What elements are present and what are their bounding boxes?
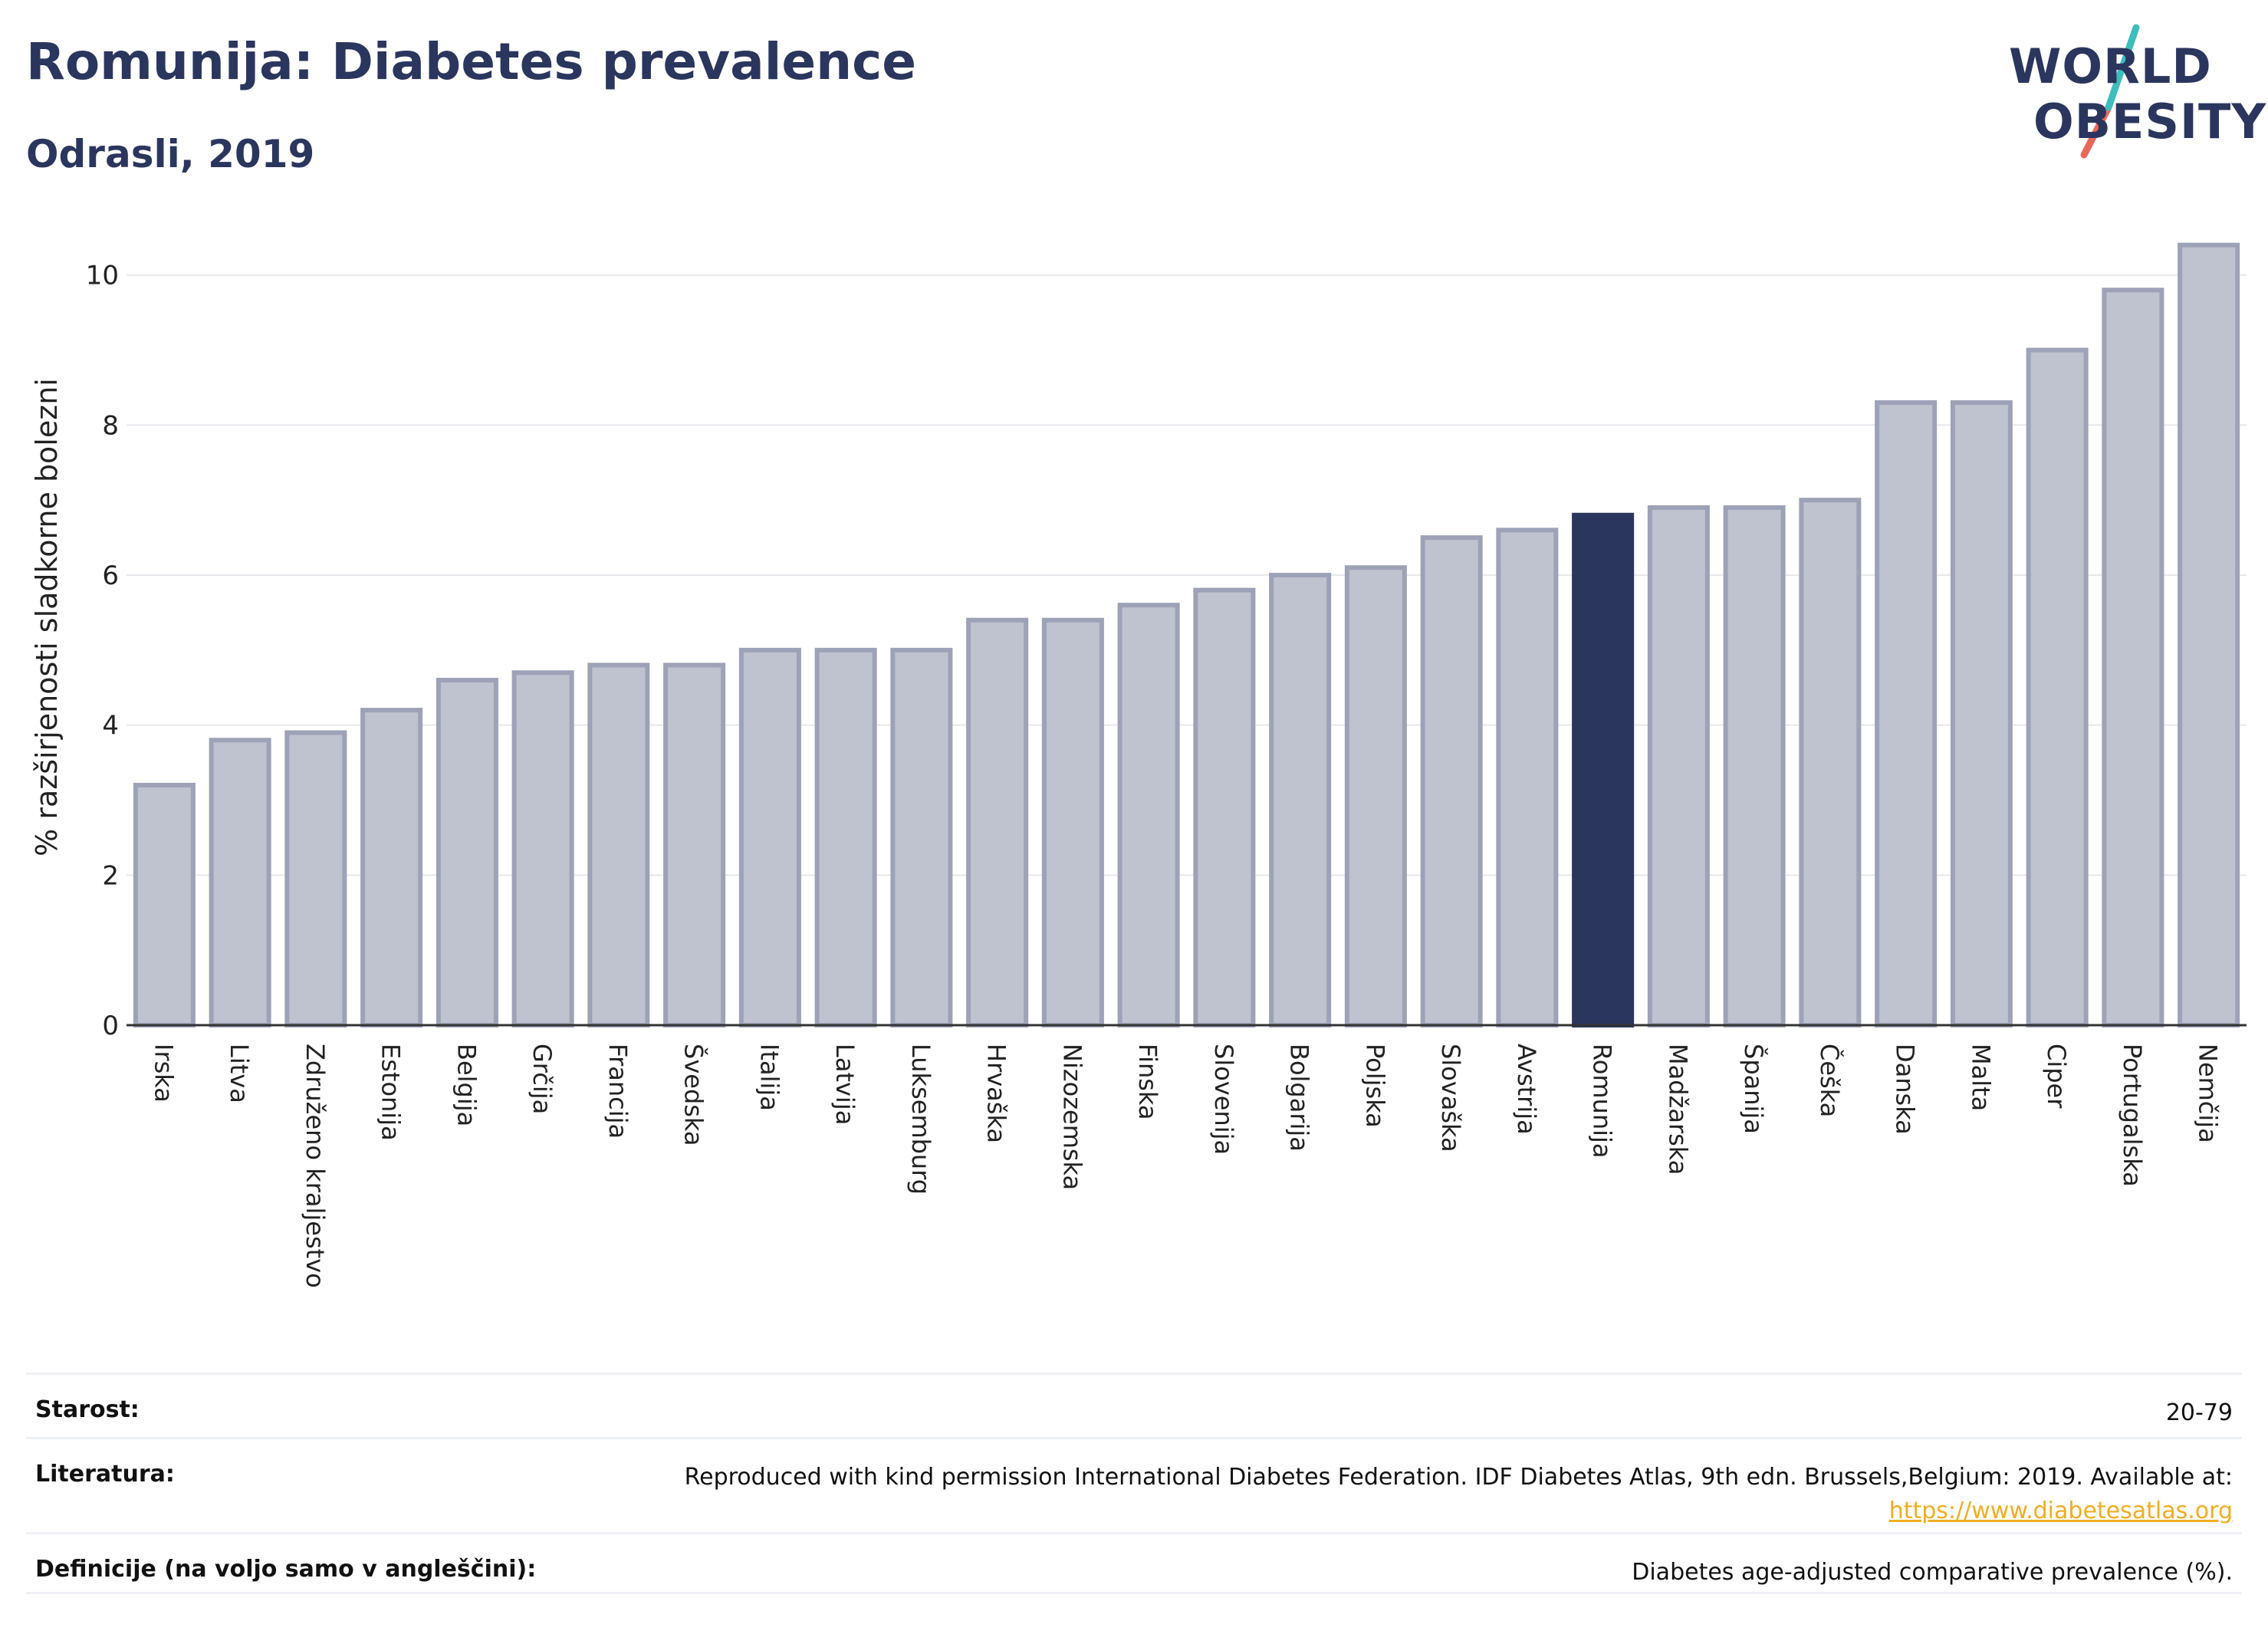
x-category-label: Madžarska — [1663, 1044, 1692, 1175]
y-tick-label: 8 — [102, 410, 119, 441]
x-category-label: Litva — [225, 1044, 254, 1103]
bar-avstrija[interactable] — [1496, 528, 1559, 1027]
bar-danska[interactable] — [1875, 400, 1938, 1027]
reference-value: Reproduced with kind permission Internat… — [685, 1461, 2233, 1528]
x-category-label: Španija — [1739, 1044, 1769, 1134]
bar-nemčija[interactable] — [2178, 242, 2240, 1027]
x-category-label: Belgija — [452, 1044, 481, 1126]
x-category-label: Nizozemska — [1057, 1044, 1086, 1190]
y-tick-labels: 0 2 4 6 8 10 — [86, 261, 119, 1041]
bar-luksemburg[interactable] — [890, 647, 953, 1027]
world-obesity-logo: WORLD OBESITY — [1994, 23, 2266, 161]
bar-nizozemska[interactable] — [1041, 617, 1104, 1027]
x-category-label: Romunija — [1588, 1044, 1617, 1159]
info-row-age: Starost: 20-79 — [26, 1373, 2242, 1439]
bar-češka[interactable] — [1799, 498, 1862, 1027]
y-tick-label: 4 — [102, 711, 119, 741]
x-category-label: Finska — [1133, 1044, 1162, 1120]
info-divider — [26, 1592, 2242, 1594]
y-tick-label: 2 — [102, 860, 119, 891]
bar-litva[interactable] — [209, 738, 271, 1028]
bar-malta[interactable] — [1950, 400, 2013, 1027]
x-category-label: Združeno kraljestvo — [301, 1044, 330, 1288]
bars — [133, 242, 2240, 1028]
x-category-label: Poljska — [1360, 1044, 1389, 1128]
bar-slovaška[interactable] — [1420, 535, 1483, 1027]
bar-chart: 0 2 4 6 8 10 Irska Litva Združeno kraljestvo Est… — [30, 242, 2247, 1288]
logo-line-2: OBESITY — [2033, 94, 2267, 150]
reference-link[interactable]: https://www.diabetesatlas.org — [1888, 1498, 2233, 1524]
y-tick-label: 10 — [86, 261, 119, 291]
bar-estonija[interactable] — [360, 708, 423, 1027]
bar-grčija[interactable] — [511, 670, 574, 1027]
bar-švedska[interactable] — [663, 662, 726, 1027]
x-category-label: Danska — [1891, 1044, 1920, 1135]
logo-slash-icon — [2080, 24, 2140, 159]
x-category-label: Hrvaška — [982, 1044, 1011, 1143]
bar-hrvaška[interactable] — [966, 617, 1029, 1027]
x-category-label: Švedska — [679, 1044, 709, 1146]
reference-text: Reproduced with kind permission Internat… — [684, 1464, 2233, 1491]
x-category-label: Slovaška — [1436, 1044, 1465, 1152]
bar-romunija[interactable] — [1572, 512, 1635, 1027]
x-category-label: Slovenija — [1209, 1044, 1238, 1155]
x-category-label: Francija — [603, 1044, 633, 1139]
x-category-label: Italija — [754, 1044, 784, 1111]
bar-bolgarija[interactable] — [1269, 573, 1332, 1027]
logo-line-1: WORLD — [2009, 38, 2212, 94]
bar-združeno-kraljestvo[interactable] — [284, 730, 347, 1028]
bar-madžarska[interactable] — [1647, 505, 1710, 1027]
bar-belgija[interactable] — [436, 677, 498, 1027]
x-category-label: Nemčija — [2194, 1044, 2223, 1143]
definition-label: Definicije (na voljo samo v angleščini): — [35, 1556, 537, 1583]
info-row-reference: Literatura: Reproduced with kind permiss… — [26, 1437, 2242, 1534]
y-tick-label: 0 — [102, 1011, 119, 1041]
bar-poljska[interactable] — [1344, 565, 1407, 1027]
x-category-label: Portugalska — [2118, 1044, 2147, 1187]
x-category-label: Grčija — [528, 1044, 557, 1114]
x-category-label: Ciper — [2042, 1044, 2071, 1109]
bar-španija[interactable] — [1723, 505, 1786, 1027]
bar-francija[interactable] — [587, 662, 650, 1027]
page-title: Romunija: Diabetes prevalence — [26, 32, 916, 91]
age-value: 20-79 — [2165, 1399, 2233, 1426]
bar-ciper[interactable] — [2026, 347, 2089, 1027]
info-row-definition: Definicije (na voljo samo v angleščini):… — [26, 1532, 2242, 1594]
bar-slovenija[interactable] — [1193, 587, 1256, 1027]
x-category-label: Češka — [1815, 1044, 1845, 1117]
x-category-labels: Irska Litva Združeno kraljestvo Estonija Bel… — [149, 1044, 2222, 1288]
reference-label: Literatura: — [35, 1461, 175, 1488]
x-category-label: Irska — [149, 1044, 178, 1103]
definition-value: Diabetes age-adjusted comparative preval… — [1632, 1559, 2233, 1586]
x-category-label: Luksemburg — [906, 1044, 935, 1195]
x-category-label: Estonija — [376, 1044, 406, 1141]
page-subtitle: Odrasli, 2019 — [26, 132, 315, 176]
bar-finska[interactable] — [1117, 603, 1180, 1027]
y-tick-label: 6 — [102, 561, 119, 591]
y-axis-title: % razširjenosti sladkorne bolezni — [30, 378, 64, 856]
x-category-label: Latvija — [830, 1044, 860, 1125]
bar-italija[interactable] — [738, 647, 801, 1027]
bar-latvija[interactable] — [814, 647, 877, 1027]
x-category-label: Malta — [1966, 1044, 1995, 1111]
x-category-label: Bolgarija — [1285, 1044, 1314, 1152]
bar-portugalska[interactable] — [2102, 288, 2164, 1027]
bar-irska[interactable] — [133, 782, 196, 1028]
x-category-label: Avstrija — [1512, 1044, 1541, 1135]
age-label: Starost: — [35, 1396, 140, 1423]
